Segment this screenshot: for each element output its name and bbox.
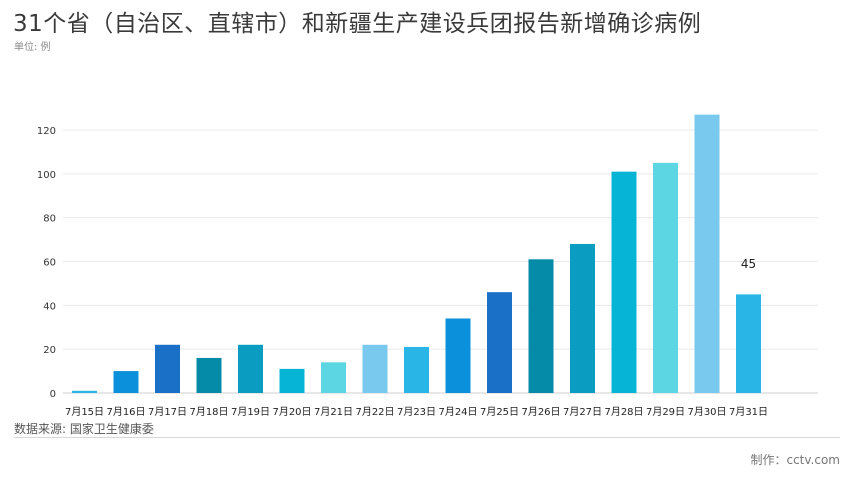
credit: 制作：cctv.com xyxy=(750,453,840,467)
divider xyxy=(14,437,840,438)
bar xyxy=(694,114,720,394)
x-tick-label: 7月31日 xyxy=(729,406,768,418)
x-tick-label: 7月21日 xyxy=(314,406,353,418)
x-tick-label: 7月28日 xyxy=(604,406,643,418)
bar xyxy=(72,390,97,393)
x-tick-label: 7月29日 xyxy=(646,406,685,418)
x-tick-label: 7月24日 xyxy=(438,406,477,418)
bar xyxy=(113,371,139,393)
bar xyxy=(279,368,305,393)
y-tick-label: 100 xyxy=(37,170,56,181)
bar xyxy=(528,259,554,393)
x-tick-label: 7月26日 xyxy=(521,406,560,418)
chart-title: 31个省（自治区、直辖市）和新疆生产建设兵团报告新增确诊病例 xyxy=(13,11,702,37)
x-tick-label: 7月23日 xyxy=(397,406,436,418)
bar xyxy=(196,357,222,393)
x-tick-label: 7月18日 xyxy=(189,406,228,418)
x-tick-label: 7月17日 xyxy=(148,406,187,418)
y-tick-label: 20 xyxy=(43,345,56,356)
x-tick-label: 7月22日 xyxy=(355,406,394,418)
bar xyxy=(487,292,512,393)
x-tick-label: 7月16日 xyxy=(106,406,145,418)
unit-label: 单位: 例 xyxy=(14,42,51,53)
bar xyxy=(404,346,429,393)
y-tick-label: 60 xyxy=(43,258,56,269)
x-tick-label: 7月25日 xyxy=(480,406,519,418)
x-tick-label: 7月15日 xyxy=(65,406,104,418)
y-tick-label: 120 xyxy=(37,126,56,137)
bar xyxy=(155,344,180,393)
y-tick-label: 40 xyxy=(43,301,56,312)
x-tick-label: 7月20日 xyxy=(272,406,311,418)
bar xyxy=(736,294,761,393)
y-tick-label: 80 xyxy=(43,214,56,225)
bar xyxy=(445,318,471,393)
x-tick-label: 7月27日 xyxy=(563,406,602,418)
bar xyxy=(570,243,595,393)
y-tick-label: 0 xyxy=(50,389,56,400)
data-source: 数据来源: 国家卫生健康委 xyxy=(14,422,154,436)
bar xyxy=(611,171,637,393)
x-tick-label: 7月30日 xyxy=(687,406,726,418)
bar xyxy=(362,344,388,393)
bar xyxy=(321,362,346,393)
data-label: 45 xyxy=(741,257,756,271)
x-tick-label: 7月19日 xyxy=(231,406,270,418)
bar xyxy=(238,344,263,393)
bar xyxy=(653,162,678,393)
